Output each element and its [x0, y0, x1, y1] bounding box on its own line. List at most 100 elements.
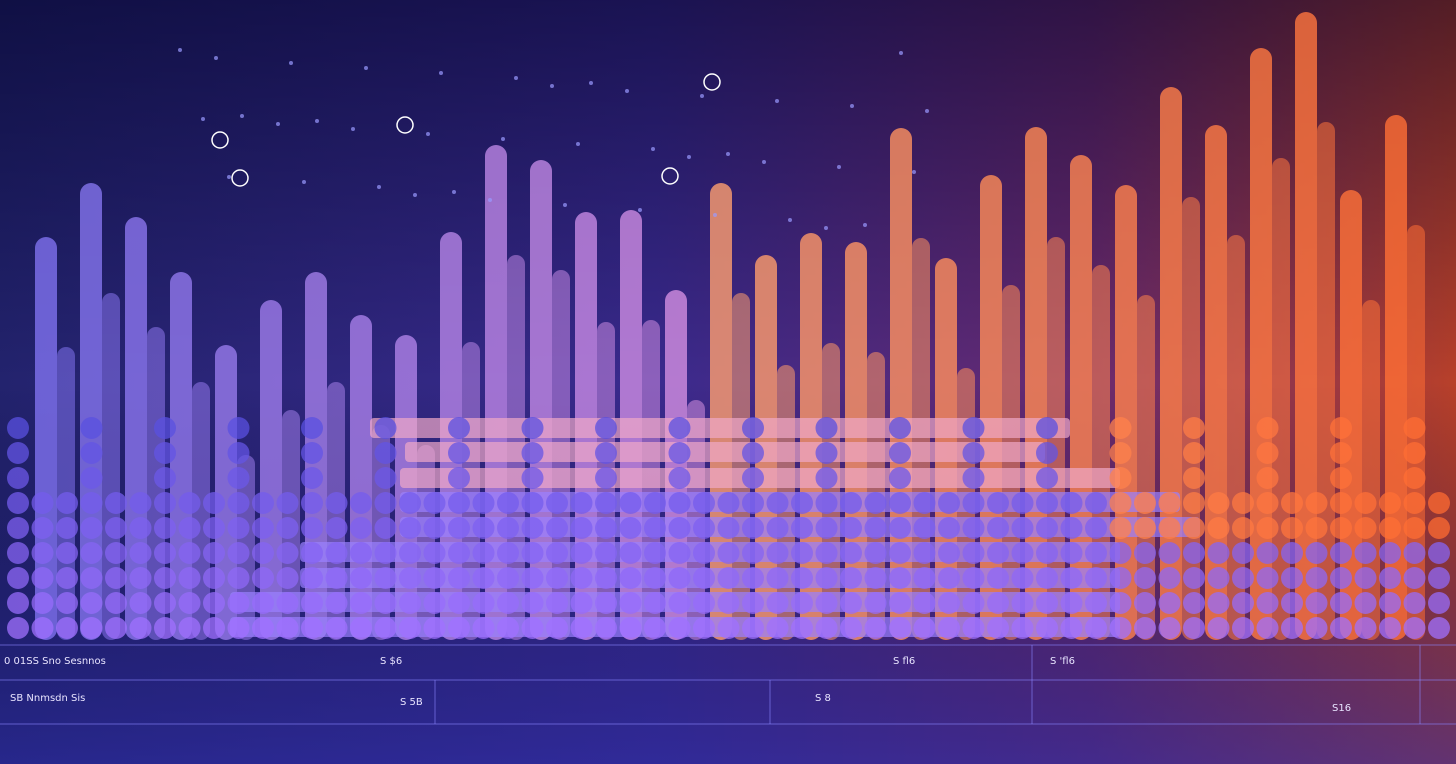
dot [31, 592, 54, 614]
dot [840, 517, 862, 539]
dot [325, 542, 348, 564]
dot [546, 617, 568, 639]
dot [1011, 542, 1034, 564]
speck [452, 190, 456, 194]
speck [227, 175, 231, 179]
dot [913, 542, 936, 564]
dot [1354, 617, 1377, 639]
dot [1305, 492, 1328, 514]
dot [1403, 467, 1426, 489]
dot [693, 592, 715, 614]
dot [80, 542, 103, 564]
dot [693, 492, 715, 514]
dot [154, 517, 176, 539]
dot [815, 467, 838, 489]
dot [570, 542, 593, 564]
dot [521, 517, 544, 539]
dot [840, 617, 862, 639]
dot [889, 467, 911, 489]
dot [595, 442, 617, 464]
dot [31, 517, 54, 539]
speck [687, 155, 691, 159]
speck [514, 76, 518, 80]
dot [962, 442, 985, 464]
dot [1036, 592, 1058, 614]
dot [227, 417, 250, 439]
dot [301, 567, 323, 589]
dot [80, 417, 103, 439]
dot [325, 592, 348, 614]
dot [448, 592, 470, 614]
dot [668, 417, 691, 439]
dot [80, 617, 103, 639]
dot [1354, 542, 1377, 564]
dot [301, 592, 323, 614]
dot [962, 492, 985, 514]
dot [1060, 492, 1083, 514]
bar [215, 345, 237, 640]
dot [889, 417, 911, 439]
dot [448, 517, 470, 539]
dot [1256, 542, 1279, 564]
dot [1330, 617, 1352, 639]
dot [7, 492, 29, 514]
dot [1011, 592, 1034, 614]
dot [913, 567, 936, 589]
dot [374, 467, 397, 489]
dot [56, 592, 78, 614]
dot [1011, 492, 1034, 514]
dot [717, 592, 740, 614]
dot [227, 492, 250, 514]
dot [840, 567, 862, 589]
dot [1305, 592, 1328, 614]
dot [1379, 492, 1401, 514]
dot [987, 517, 1009, 539]
dot [178, 592, 201, 614]
speck [276, 122, 280, 126]
dot [742, 442, 764, 464]
dot [178, 542, 201, 564]
dot [668, 467, 691, 489]
dot [619, 492, 642, 514]
dot [350, 617, 372, 639]
dot [105, 617, 127, 639]
dot [423, 492, 446, 514]
dot [595, 492, 617, 514]
dot [497, 567, 519, 589]
dot [276, 542, 299, 564]
dot [987, 567, 1009, 589]
dot [1354, 517, 1377, 539]
dot [448, 467, 470, 489]
dot [497, 492, 519, 514]
dot [766, 492, 789, 514]
dot [791, 517, 813, 539]
dot [472, 567, 495, 589]
dot [1256, 417, 1279, 439]
dot [1134, 617, 1156, 639]
dot [301, 617, 323, 639]
dot [1330, 467, 1352, 489]
dot [276, 492, 299, 514]
dot [1256, 617, 1279, 639]
dot [595, 617, 617, 639]
dot [1281, 542, 1303, 564]
dot [497, 617, 519, 639]
dot [1183, 442, 1205, 464]
dot [889, 617, 911, 639]
dot [350, 517, 372, 539]
dot [644, 542, 666, 564]
speck [863, 223, 867, 227]
dot [80, 442, 103, 464]
dot [374, 592, 397, 614]
dot [1281, 617, 1303, 639]
dot [987, 617, 1009, 639]
speck [925, 109, 929, 113]
dot [1036, 617, 1058, 639]
dot [1305, 542, 1328, 564]
dot [1011, 567, 1034, 589]
dot [374, 542, 397, 564]
speck [788, 218, 792, 222]
dot [129, 592, 152, 614]
table-cell: SB Nnmsdn Sis [10, 693, 85, 704]
